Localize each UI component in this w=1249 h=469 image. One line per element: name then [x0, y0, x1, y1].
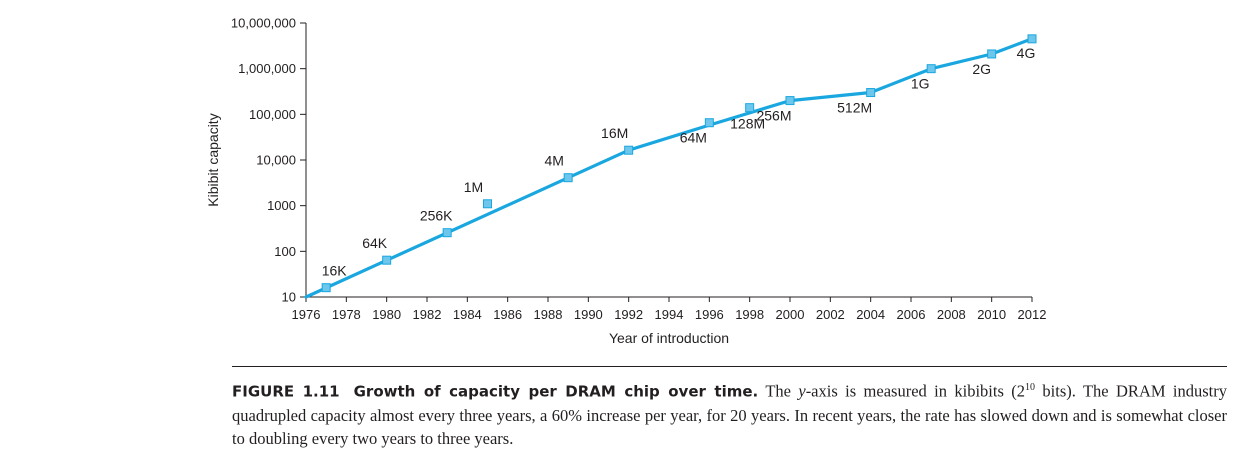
data-point-label: 16M: [601, 125, 628, 141]
caption-y-italic: y: [798, 381, 806, 401]
data-point-label: 64M: [680, 130, 707, 146]
data-point-marker: [1027, 34, 1037, 44]
y-tick-label: 10: [282, 290, 296, 305]
caption-divider: [232, 366, 1227, 367]
x-axis-title: Year of introduction: [609, 330, 729, 346]
data-point-marker: [563, 173, 573, 183]
y-tick-label: 1,000,000: [238, 61, 296, 76]
x-tick-label: 1996: [695, 307, 724, 322]
y-tick-label: 100: [274, 244, 296, 259]
x-tick-label: 2004: [856, 307, 885, 322]
data-point-marker: [321, 283, 331, 293]
x-tick-label: 2008: [937, 307, 966, 322]
data-point-label: 1G: [911, 76, 930, 92]
x-tick-label: 1984: [453, 307, 482, 322]
data-point-marker: [745, 103, 755, 113]
x-tick-label: 1978: [332, 307, 361, 322]
data-point-label: 4G: [1017, 45, 1036, 61]
data-point-label: 16K: [322, 263, 348, 279]
data-point-marker: [442, 228, 452, 238]
x-tick-label: 2006: [897, 307, 926, 322]
x-tick-label: 2010: [977, 307, 1006, 322]
data-point-label: 256K: [420, 208, 453, 224]
data-point-label: 128M: [730, 116, 765, 132]
data-point-label: 1M: [464, 179, 483, 195]
data-point-label: 2G: [972, 61, 991, 77]
data-point-label: 256M: [756, 108, 791, 124]
data-point-marker: [704, 118, 714, 128]
x-tick-label: 2002: [816, 307, 845, 322]
x-tick-label: 1982: [413, 307, 442, 322]
y-axis-title: Kibibit capacity: [205, 113, 221, 206]
y-tick-label: 10,000,000: [231, 16, 296, 31]
chart-axes: [305, 23, 1032, 298]
figure-caption: FIGURE 1.11 Growth of capacity per DRAM c…: [232, 376, 1227, 450]
x-tick-label: 2012: [1018, 307, 1047, 322]
x-tick-label: 1976: [292, 307, 321, 322]
x-tick-label: 2000: [776, 307, 805, 322]
chart-series: [304, 34, 1037, 299]
chart-ticks: 10 100 1000 10,000 100,000 1,000,000 10,000,00…: [231, 16, 1047, 323]
y-tick-label: 100,000: [249, 107, 296, 122]
x-tick-label: 1992: [614, 307, 643, 322]
caption-superscript: 10: [1025, 382, 1036, 393]
y-tick-label: 1000: [267, 198, 296, 213]
dram-capacity-chart: 10 100 1000 10,000 100,000 1,000,000 10,000,00…: [205, 16, 1047, 347]
data-point-marker: [785, 96, 795, 106]
data-point-label: 4M: [544, 153, 563, 169]
data-point-marker: [866, 88, 876, 98]
data-point-marker: [624, 145, 634, 155]
x-tick-label: 1990: [574, 307, 603, 322]
data-point-label: 512M: [837, 100, 872, 116]
x-tick-label: 1988: [534, 307, 563, 322]
x-tick-label: 1998: [735, 307, 764, 322]
figure-title: Growth of capacity per DRAM chip over ti…: [353, 382, 759, 401]
data-point-label: 64K: [362, 235, 388, 251]
caption-text-2: -axis is measured in kibibits (2: [805, 381, 1026, 401]
figure-label: FIGURE 1.11: [232, 382, 340, 401]
data-point-marker: [926, 64, 936, 74]
x-tick-label: 1986: [493, 307, 522, 322]
data-point-marker: [483, 199, 492, 209]
caption-text-3: bits). The DRAM industry quadrupled capa…: [232, 381, 1227, 448]
data-point-marker: [382, 255, 392, 265]
data-point-marker: [987, 49, 997, 59]
x-tick-label: 1980: [372, 307, 401, 322]
y-tick-label: 10,000: [256, 153, 296, 168]
x-tick-label: 1994: [655, 307, 684, 322]
caption-text-1: The: [765, 381, 799, 401]
